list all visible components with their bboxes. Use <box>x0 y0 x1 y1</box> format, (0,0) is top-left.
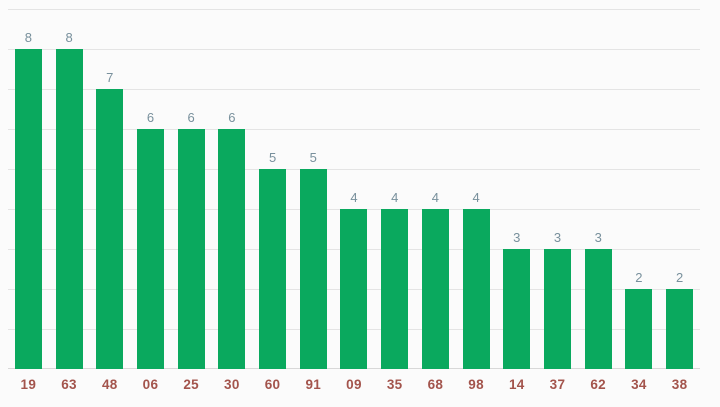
x-axis-label: 30 <box>224 377 240 392</box>
bar-value-label: 4 <box>431 190 439 205</box>
bar <box>136 129 164 369</box>
bar-value-label: 8 <box>24 30 32 45</box>
x-axis-label: 35 <box>386 377 403 392</box>
x-axis-label: 14 <box>508 377 525 392</box>
bar <box>462 209 490 369</box>
bar <box>503 249 531 369</box>
x-axis-label: 91 <box>305 377 322 392</box>
bar-column: 5 <box>252 0 293 369</box>
bar-value-label: 3 <box>594 230 602 245</box>
bar-value-label: 6 <box>146 110 155 125</box>
bar-column: 7 <box>89 0 130 369</box>
x-axis-label: 62 <box>590 377 606 392</box>
bar-column: 3 <box>578 0 619 369</box>
bar-value-label: 6 <box>228 110 236 125</box>
bar <box>177 129 205 369</box>
x-axis-label: 48 <box>101 377 118 392</box>
x-axis-label: 37 <box>549 377 566 392</box>
bar <box>421 209 449 369</box>
bar-value-label: 4 <box>350 190 358 205</box>
bar-value-label: 7 <box>106 70 114 85</box>
x-axis-label: 34 <box>631 377 647 392</box>
gridline <box>8 169 700 170</box>
bar-value-label: 6 <box>187 110 195 125</box>
x-axis-label: 38 <box>671 377 688 392</box>
bar <box>340 209 368 369</box>
bar-column: 4 <box>415 0 456 369</box>
bar-columns: 8 8 7 6 6 6 5 5 4 4 4 4 3 3 3 2 2 <box>8 0 700 369</box>
x-axis: 19 63 48 06 25 30 60 91 09 35 68 98 14 37 62 34 38 <box>8 370 700 392</box>
x-axis-label: 06 <box>142 377 159 392</box>
bar-column: 2 <box>619 0 660 369</box>
bar <box>543 249 571 369</box>
bar <box>584 249 612 369</box>
bar <box>218 129 246 369</box>
bar <box>666 289 694 369</box>
bar-value-label: 3 <box>553 230 562 245</box>
x-axis-label: 63 <box>61 377 77 392</box>
bar-column: 4 <box>374 0 415 369</box>
x-axis-label: 98 <box>468 377 484 392</box>
bar-column: 3 <box>496 0 537 369</box>
x-axis-label: 68 <box>427 377 444 392</box>
bar <box>259 169 287 369</box>
bar-value-label: 2 <box>635 270 643 285</box>
bar-column: 5 <box>293 0 334 369</box>
bar-value-label: 2 <box>675 270 684 285</box>
bar-column: 8 <box>8 0 49 369</box>
x-axis-label: 25 <box>183 377 199 392</box>
bar <box>55 49 83 369</box>
bar-value-label: 8 <box>65 30 73 45</box>
bar-column: 4 <box>456 0 497 369</box>
bar-column: 2 <box>659 0 700 369</box>
bar-column: 6 <box>130 0 171 369</box>
bar-value-label: 3 <box>513 230 521 245</box>
bar-value-label: 4 <box>472 190 480 205</box>
gridline <box>8 49 700 50</box>
x-axis-label: 60 <box>264 377 281 392</box>
x-axis-label: 09 <box>346 377 362 392</box>
bar-value-label: 5 <box>268 150 277 165</box>
x-axis-label: 19 <box>20 377 37 392</box>
bar <box>14 49 42 369</box>
bar-column: 6 <box>171 0 212 369</box>
bar-value-label: 4 <box>391 190 399 205</box>
bar <box>299 169 327 369</box>
bar-column: 6 <box>212 0 253 369</box>
gridline <box>8 89 700 90</box>
bar-column: 3 <box>537 0 578 369</box>
plot-area: 8 8 7 6 6 6 5 5 4 4 4 4 3 3 3 2 2 <box>8 0 700 369</box>
bar-column: 4 <box>334 0 375 369</box>
gridline <box>8 9 700 10</box>
gridline <box>8 129 700 130</box>
bar <box>96 89 124 369</box>
bar-column: 8 <box>49 0 90 369</box>
bar-value-label: 5 <box>309 150 317 165</box>
bar <box>625 289 653 369</box>
bar <box>381 209 409 369</box>
